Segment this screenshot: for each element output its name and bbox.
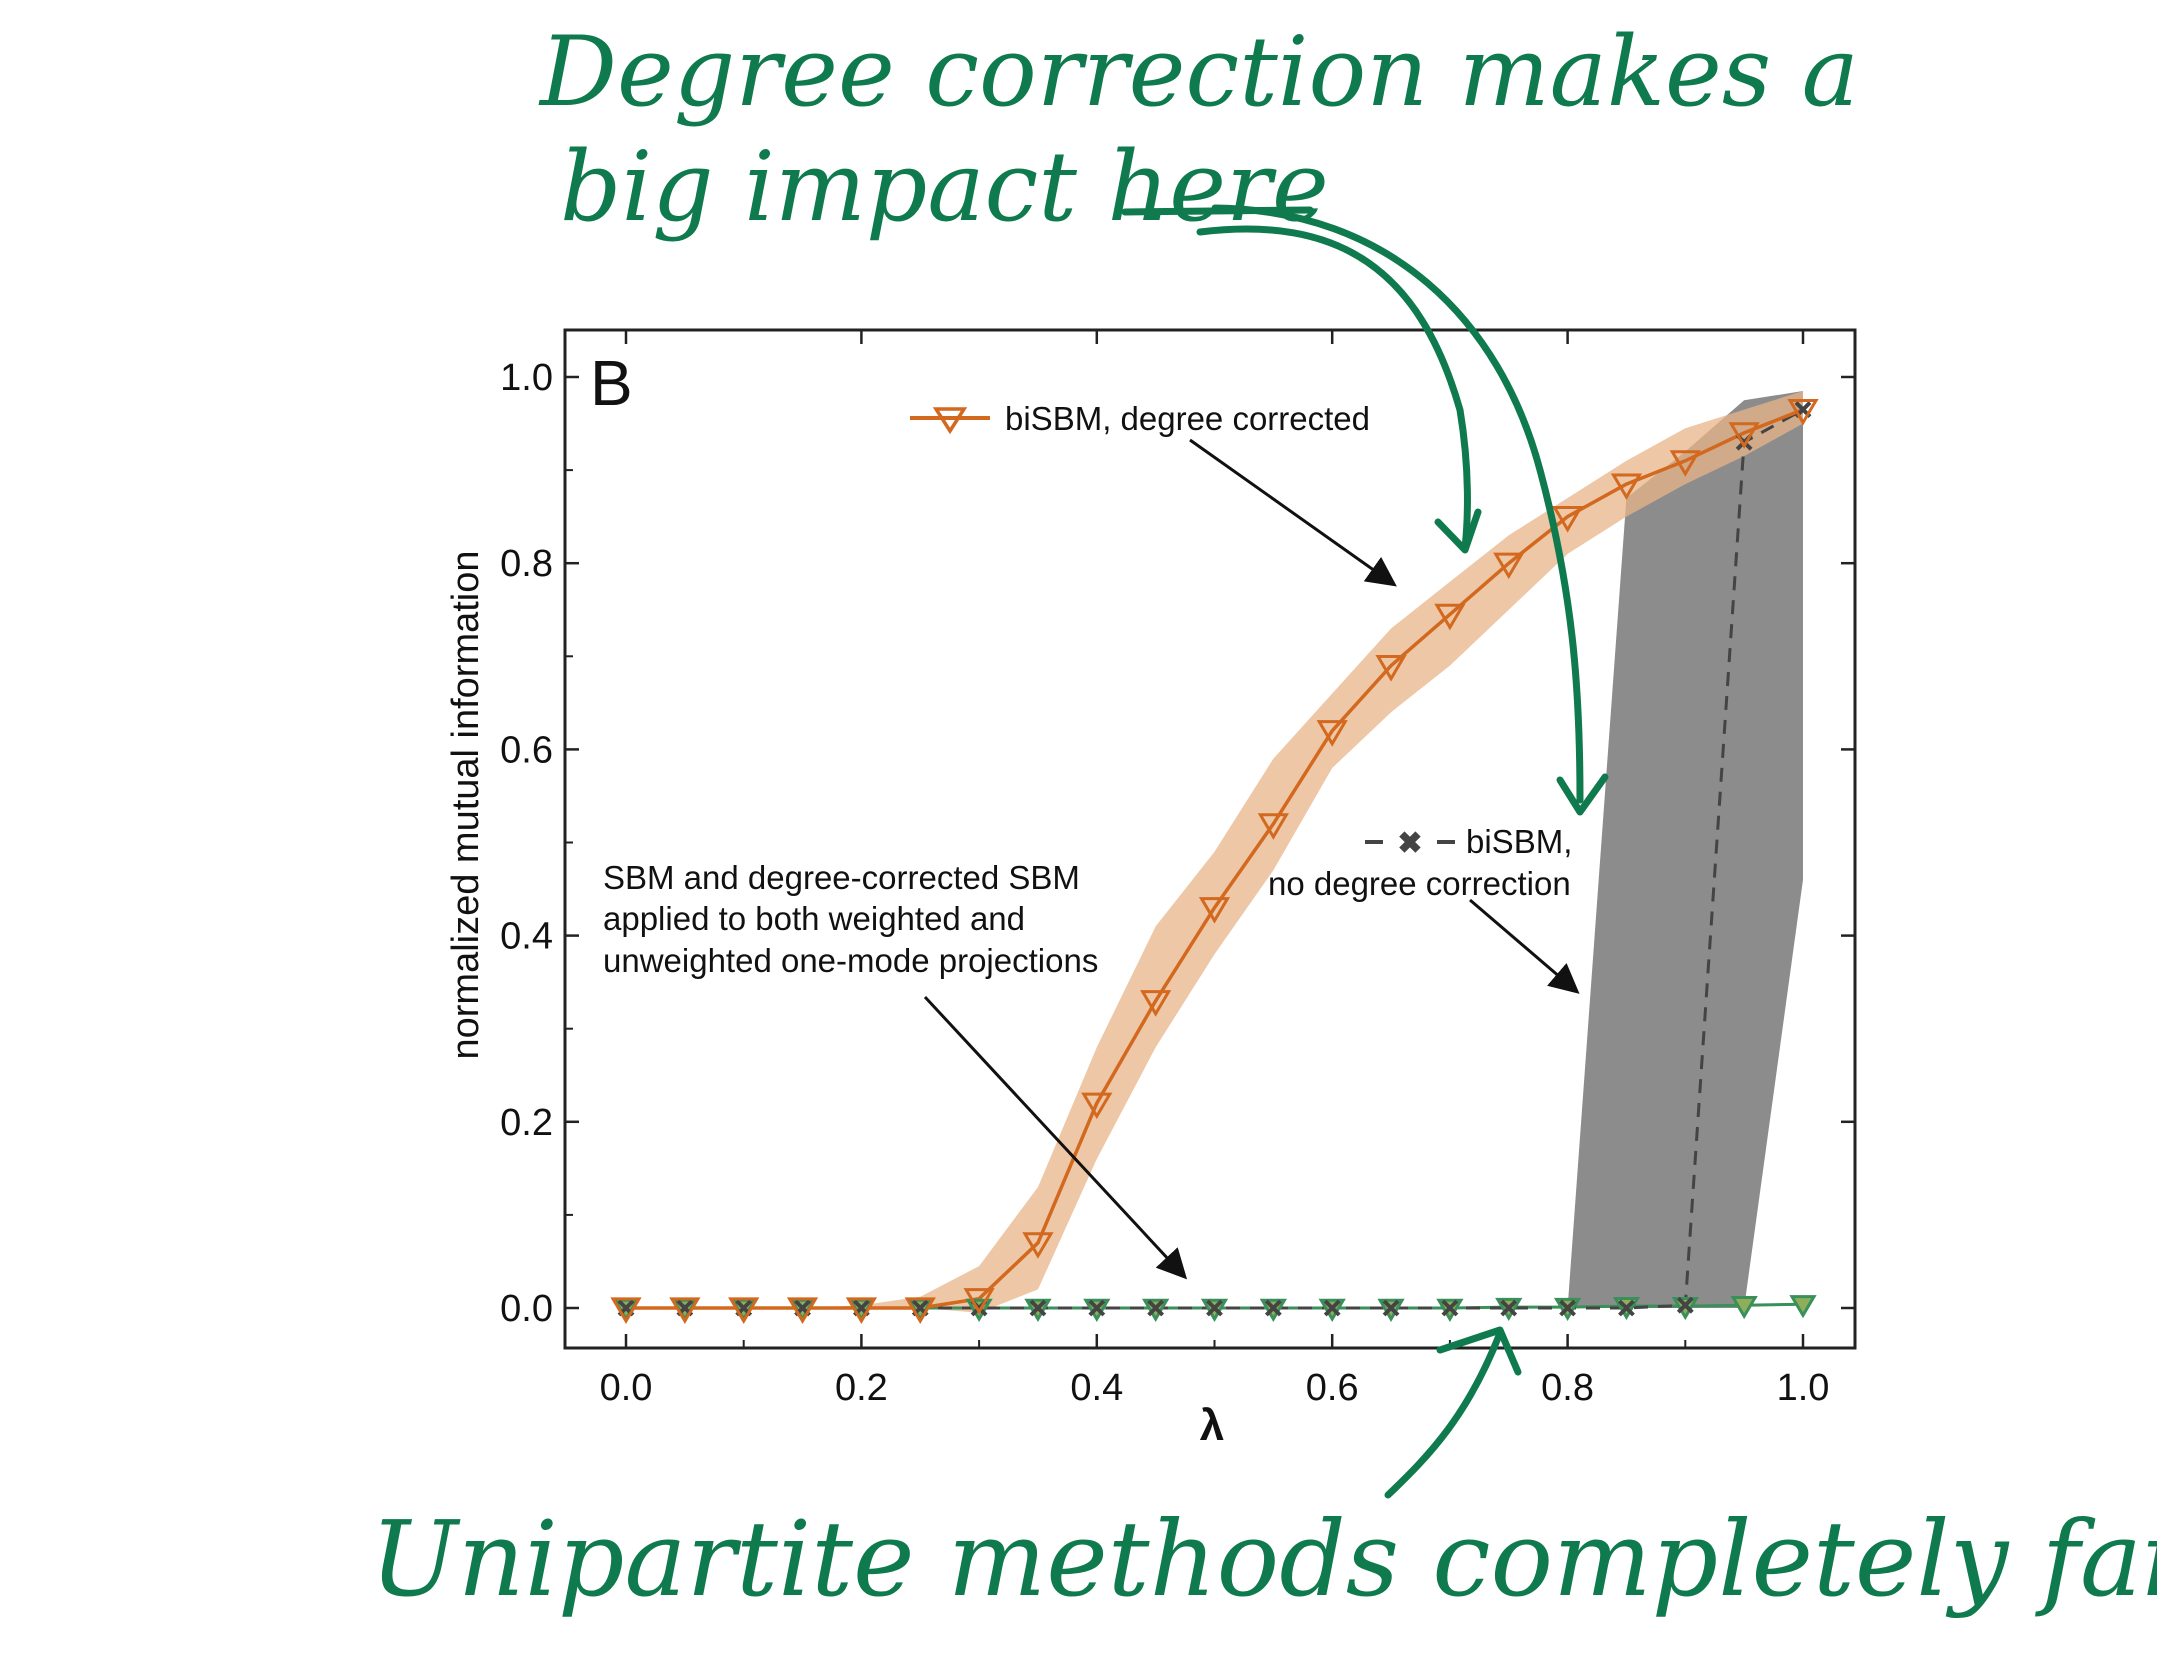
green-arrow-to-ndc-head — [1556, 773, 1609, 816]
legend-label-bisbm-dc: biSBM, degree corrected — [1005, 400, 1370, 437]
handwritten-top-line-1: Degree correction makes a — [538, 16, 1859, 128]
point-0-15 — [1493, 552, 1525, 580]
plot-frame — [563, 328, 1857, 1350]
green-arrow-to-bottom-head — [1436, 1326, 1522, 1376]
point-1-7 — [1029, 1299, 1047, 1317]
handwritten-arrows — [1121, 204, 1609, 1499]
point-0-14 — [1434, 603, 1466, 631]
point-0-7 — [1022, 1232, 1054, 1259]
legend-marker-bisbm-ndc: ✖ — [1397, 827, 1422, 860]
point-0-4 — [845, 1297, 878, 1324]
series-markers — [610, 398, 1819, 1324]
arrow-to-sbm — [923, 995, 1188, 1280]
confidence-bands — [626, 391, 1803, 1313]
point-0-5 — [904, 1297, 936, 1324]
x-tick-label: 0.6 — [1306, 1367, 1359, 1409]
point-0-8 — [1081, 1092, 1113, 1120]
green-arrow-to-dc-head — [1434, 508, 1482, 554]
x-tick-label: 1.0 — [1777, 1367, 1830, 1409]
handwritten-bottom: Unipartite methods completely fail — [370, 1498, 2157, 1620]
point-0-16 — [1551, 506, 1584, 533]
point-0-9 — [1140, 990, 1172, 1017]
label-bisbm-ndc-2: no degree correction — [1268, 865, 1571, 902]
point-0-0 — [610, 1297, 642, 1324]
point-0-6 — [963, 1288, 995, 1315]
legend-marker-bisbm-dc — [932, 407, 968, 435]
green-arrow-to-ndc-curve — [1211, 204, 1584, 804]
point-0-10 — [1198, 897, 1231, 924]
point-0-11 — [1257, 813, 1289, 840]
band-0 — [626, 391, 1803, 1313]
point-1-14 — [1441, 1299, 1459, 1317]
point-0-18 — [1669, 450, 1701, 477]
y-tick-label: 1.0 — [500, 357, 553, 399]
band-1 — [626, 391, 1803, 1308]
point-1-17 — [1618, 1299, 1635, 1317]
point-1-10 — [1206, 1299, 1223, 1317]
point-0-17 — [1610, 473, 1643, 501]
x-tick-label: 0.8 — [1541, 1367, 1594, 1409]
y-tick-label: 0.2 — [500, 1102, 553, 1144]
point-0-12 — [1316, 720, 1348, 747]
label-sbm-1: SBM and degree-corrected SBM — [603, 859, 1080, 896]
x-axis-label: λ — [1200, 1401, 1224, 1450]
point-0-20 — [1787, 398, 1819, 426]
point-1-12 — [1323, 1299, 1341, 1317]
y-tick-label: 0.6 — [500, 729, 553, 771]
green-arrow-to-bottom-curve — [1384, 1329, 1504, 1499]
point-1-8 — [1088, 1299, 1106, 1317]
handwritten-top-line-2: big impact here — [560, 131, 1329, 243]
point-1-15 — [1500, 1299, 1518, 1317]
x-tick-label: 0.2 — [835, 1367, 888, 1409]
point-2-19 — [1730, 1296, 1758, 1320]
arrow-to-bisbm-ndc — [1469, 898, 1580, 994]
label-bisbm-ndc-1: biSBM, — [1466, 823, 1572, 860]
point-1-18 — [1676, 1296, 1694, 1314]
point-1-9 — [1147, 1299, 1165, 1317]
green-arrow-to-dc-curve — [1196, 225, 1471, 552]
y-axis-label: normalized mutual information — [445, 550, 487, 1059]
point-2-20 — [1789, 1295, 1817, 1319]
label-sbm-2: applied to both weighted and — [603, 900, 1025, 937]
point-0-1 — [669, 1297, 701, 1324]
point-1-11 — [1264, 1299, 1282, 1317]
point-0-3 — [786, 1297, 819, 1324]
panel-label: B — [590, 347, 633, 419]
point-0-13 — [1375, 655, 1407, 682]
point-0-19 — [1728, 422, 1760, 449]
x-tick-label: 0.4 — [1070, 1367, 1123, 1409]
point-0-2 — [728, 1297, 760, 1324]
point-1-13 — [1382, 1299, 1400, 1317]
underline-here — [1121, 206, 1314, 216]
point-1-16 — [1559, 1299, 1577, 1317]
label-sbm-3: unweighted one-mode projections — [603, 942, 1098, 979]
series-line-0 — [626, 407, 1804, 1310]
arrow-to-bisbm-dc — [1189, 438, 1397, 587]
y-tick-label: 0.0 — [500, 1288, 553, 1330]
axis-ticks: 0.0 0.2 0.4 0.6 0.8 1.0 0.0 0.2 0.4 0.6 0.8 1.0 — [500, 330, 1855, 1409]
x-tick-label: 0.0 — [600, 1367, 653, 1409]
y-tick-label: 0.4 — [500, 916, 553, 958]
y-tick-label: 0.8 — [500, 543, 553, 585]
